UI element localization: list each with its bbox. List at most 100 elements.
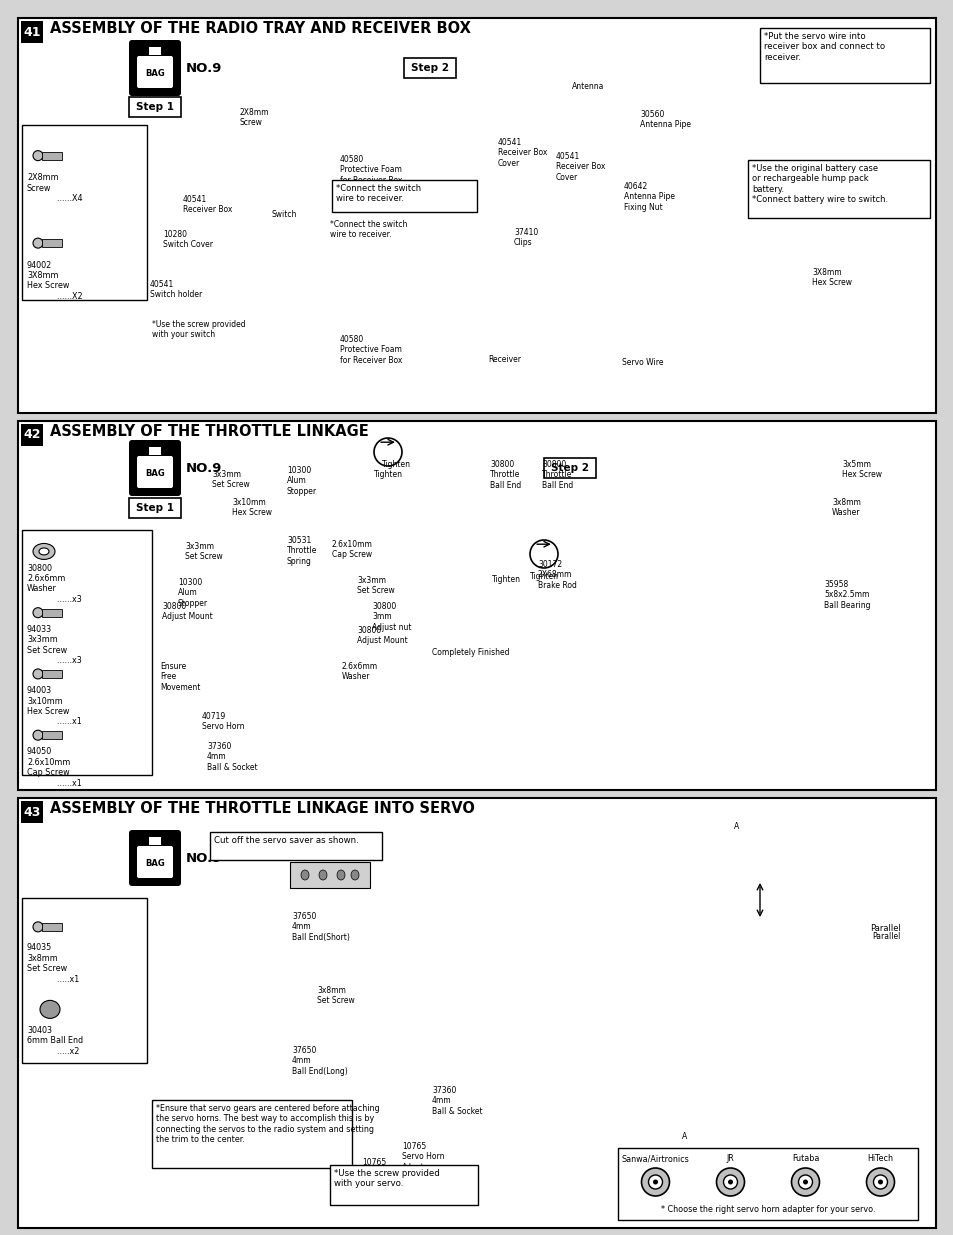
Circle shape bbox=[877, 1179, 882, 1184]
Text: NO.9: NO.9 bbox=[186, 62, 222, 74]
Text: BAG: BAG bbox=[145, 69, 165, 79]
Circle shape bbox=[798, 1174, 812, 1189]
Bar bbox=[543, 458, 596, 478]
Bar bbox=[22, 530, 152, 776]
Text: 41: 41 bbox=[23, 26, 41, 38]
Bar bbox=[760, 28, 929, 83]
Text: 35958
5x8x2.5mm
Ball Bearing: 35958 5x8x2.5mm Ball Bearing bbox=[823, 580, 869, 610]
Text: Tighten: Tighten bbox=[492, 576, 520, 584]
Bar bbox=[42, 731, 62, 740]
Text: *Use the original battery case
or rechargeable hump pack
battery.
*Connect batte: *Use the original battery case or rechar… bbox=[751, 164, 887, 204]
Text: 40541
Receiver Box
Cover: 40541 Receiver Box Cover bbox=[556, 152, 605, 182]
Circle shape bbox=[374, 438, 401, 466]
Text: 37360
4mm
Ball & Socket: 37360 4mm Ball & Socket bbox=[432, 1086, 482, 1115]
Text: 3x3mm
Set Screw: 3x3mm Set Screw bbox=[185, 542, 222, 562]
Ellipse shape bbox=[351, 869, 358, 881]
Ellipse shape bbox=[336, 869, 345, 881]
Text: 94033
3x3mm
Set Screw
            ......x3: 94033 3x3mm Set Screw ......x3 bbox=[27, 625, 82, 666]
Circle shape bbox=[873, 1174, 886, 1189]
Bar bbox=[18, 421, 935, 790]
Bar bbox=[152, 1100, 352, 1168]
Text: BAG: BAG bbox=[145, 860, 165, 868]
Circle shape bbox=[865, 1168, 894, 1195]
Text: 10300
Alum
Stopper: 10300 Alum Stopper bbox=[178, 578, 208, 608]
Text: 94002
3X8mm
Hex Screw
            ......X2: 94002 3X8mm Hex Screw ......X2 bbox=[27, 261, 83, 301]
Ellipse shape bbox=[33, 608, 43, 618]
Bar bbox=[290, 862, 370, 888]
Text: 3x3mm
Set Screw: 3x3mm Set Screw bbox=[356, 576, 395, 595]
Bar bbox=[160, 437, 604, 777]
Text: Cut off the servo saver as shown.: Cut off the servo saver as shown. bbox=[213, 836, 358, 845]
Text: 42: 42 bbox=[23, 429, 41, 441]
Text: 10765
Servo Horn
Adapter: 10765 Servo Horn Adapter bbox=[401, 1142, 444, 1172]
Circle shape bbox=[802, 1179, 807, 1184]
Text: ASSEMBLY OF THE THROTTLE LINKAGE: ASSEMBLY OF THE THROTTLE LINKAGE bbox=[50, 424, 369, 438]
Bar bbox=[747, 161, 929, 219]
Text: Tighten: Tighten bbox=[381, 459, 411, 469]
Bar bbox=[615, 437, 924, 777]
Text: 40541
Switch holder: 40541 Switch holder bbox=[150, 280, 202, 299]
Text: 30800
Adjust Mount: 30800 Adjust Mount bbox=[162, 601, 213, 621]
Text: * Choose the right servo horn adapter for your servo.: * Choose the right servo horn adapter fo… bbox=[660, 1205, 874, 1214]
Bar bbox=[42, 669, 62, 678]
Text: 3x8mm
Set Screw: 3x8mm Set Screw bbox=[316, 986, 355, 1005]
Text: Step 2: Step 2 bbox=[411, 63, 449, 73]
Text: 30172
2X68mm
Brake Rod: 30172 2X68mm Brake Rod bbox=[537, 559, 577, 590]
Bar bbox=[22, 898, 147, 1063]
Circle shape bbox=[640, 1168, 669, 1195]
Text: 40642
Antenna Pipe
Fixing Nut: 40642 Antenna Pipe Fixing Nut bbox=[623, 182, 675, 211]
Text: Ensure
Free
Movement: Ensure Free Movement bbox=[160, 662, 200, 692]
Text: 10300
Alum
Stopper: 10300 Alum Stopper bbox=[287, 466, 316, 495]
FancyBboxPatch shape bbox=[129, 830, 181, 885]
Text: ASSEMBLY OF THE RADIO TRAY AND RECEIVER BOX: ASSEMBLY OF THE RADIO TRAY AND RECEIVER … bbox=[50, 21, 471, 36]
Circle shape bbox=[648, 1174, 661, 1189]
Text: 3x5mm
Hex Screw: 3x5mm Hex Screw bbox=[841, 459, 882, 479]
Text: JR: JR bbox=[726, 1153, 734, 1163]
Text: 30800
Adjust Mount: 30800 Adjust Mount bbox=[356, 626, 407, 646]
Bar bbox=[129, 98, 181, 117]
Text: 3x10mm
Hex Screw: 3x10mm Hex Screw bbox=[232, 498, 272, 517]
Text: 2.6x10mm
Cap Screw: 2.6x10mm Cap Screw bbox=[332, 540, 373, 559]
Text: 37650
4mm
Ball End(Long): 37650 4mm Ball End(Long) bbox=[292, 1046, 348, 1076]
FancyBboxPatch shape bbox=[129, 440, 181, 496]
Bar bbox=[403, 58, 456, 78]
Text: NO.9: NO.9 bbox=[186, 851, 222, 864]
Text: 30800
Throttle
Ball End: 30800 Throttle Ball End bbox=[490, 459, 520, 490]
Bar bbox=[42, 240, 62, 247]
FancyBboxPatch shape bbox=[137, 56, 172, 88]
Bar bbox=[330, 1165, 477, 1205]
Bar bbox=[149, 837, 161, 845]
Text: 94003
3x10mm
Hex Screw
            ......x1: 94003 3x10mm Hex Screw ......x1 bbox=[27, 687, 82, 726]
Circle shape bbox=[722, 1174, 737, 1189]
Text: 94035
3x8mm
Set Screw
            .....x1: 94035 3x8mm Set Screw .....x1 bbox=[27, 944, 79, 983]
Bar bbox=[129, 498, 181, 517]
Bar bbox=[18, 798, 935, 1228]
Text: Parallel: Parallel bbox=[869, 924, 900, 932]
Text: 43: 43 bbox=[23, 805, 41, 819]
Text: HiTech: HiTech bbox=[866, 1153, 893, 1163]
Text: A: A bbox=[733, 823, 739, 831]
Text: 40719
Servo Horn: 40719 Servo Horn bbox=[202, 713, 244, 731]
Text: *Ensure that servo gears are centered before attaching
the servo horns. The best: *Ensure that servo gears are centered be… bbox=[156, 1104, 379, 1144]
Text: Sanwa/Airtronics: Sanwa/Airtronics bbox=[621, 1153, 689, 1163]
Text: 94050
2.6x10mm
Cap Screw
            ......x1: 94050 2.6x10mm Cap Screw ......x1 bbox=[27, 747, 82, 788]
Bar bbox=[149, 47, 161, 56]
Ellipse shape bbox=[40, 1000, 60, 1019]
Bar bbox=[21, 21, 43, 43]
Text: 40580
Protective Foam
for Receiver Box: 40580 Protective Foam for Receiver Box bbox=[339, 156, 402, 185]
Text: 2.6x6mm
Washer: 2.6x6mm Washer bbox=[341, 662, 377, 682]
Text: 2X8mm
Screw
            ......X4: 2X8mm Screw ......X4 bbox=[27, 173, 82, 203]
Bar bbox=[444, 78, 924, 403]
Bar bbox=[618, 1149, 917, 1220]
Text: Battery: Battery bbox=[760, 188, 788, 198]
Bar bbox=[22, 125, 147, 300]
Text: *Put the servo wire into
receiver box and connect to
receiver.: *Put the servo wire into receiver box an… bbox=[763, 32, 884, 62]
Ellipse shape bbox=[318, 869, 327, 881]
Bar bbox=[21, 424, 43, 446]
Text: 40580
Protective Foam
for Receiver Box: 40580 Protective Foam for Receiver Box bbox=[339, 335, 402, 364]
Circle shape bbox=[530, 540, 558, 568]
Text: 30800
Throttle
Ball End: 30800 Throttle Ball End bbox=[541, 459, 573, 490]
Text: Antenna: Antenna bbox=[572, 82, 604, 91]
Bar bbox=[42, 923, 62, 931]
Circle shape bbox=[791, 1168, 819, 1195]
